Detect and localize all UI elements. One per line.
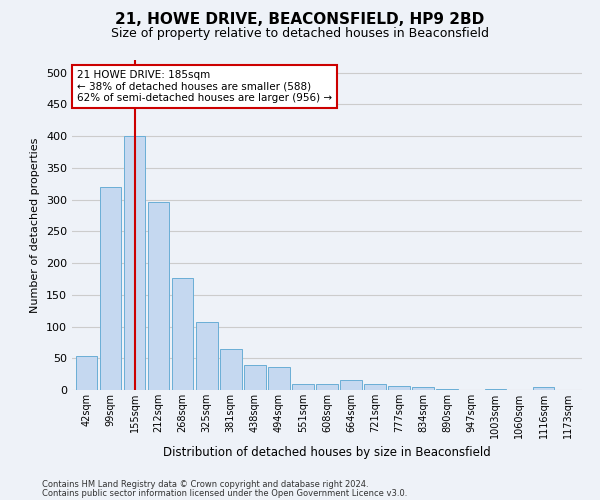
Bar [172,278,193,390]
Y-axis label: Number of detached properties: Number of detached properties [31,138,40,312]
Bar [340,380,362,390]
Bar [148,202,169,390]
Bar [220,350,242,390]
Bar [388,386,410,390]
Bar [316,384,338,390]
Text: Contains HM Land Registry data © Crown copyright and database right 2024.: Contains HM Land Registry data © Crown c… [42,480,368,489]
Bar [533,387,554,390]
Bar [268,367,290,390]
Bar [76,356,97,390]
Text: 21 HOWE DRIVE: 185sqm
← 38% of detached houses are smaller (588)
62% of semi-det: 21 HOWE DRIVE: 185sqm ← 38% of detached … [77,70,332,103]
Bar [100,187,121,390]
Bar [412,388,434,390]
Text: Contains public sector information licensed under the Open Government Licence v3: Contains public sector information licen… [42,488,407,498]
Bar [244,365,266,390]
Bar [364,384,386,390]
Text: 21, HOWE DRIVE, BEACONSFIELD, HP9 2BD: 21, HOWE DRIVE, BEACONSFIELD, HP9 2BD [115,12,485,28]
Bar [124,136,145,390]
Text: Size of property relative to detached houses in Beaconsfield: Size of property relative to detached ho… [111,28,489,40]
Bar [196,322,218,390]
X-axis label: Distribution of detached houses by size in Beaconsfield: Distribution of detached houses by size … [163,446,491,460]
Bar [292,384,314,390]
